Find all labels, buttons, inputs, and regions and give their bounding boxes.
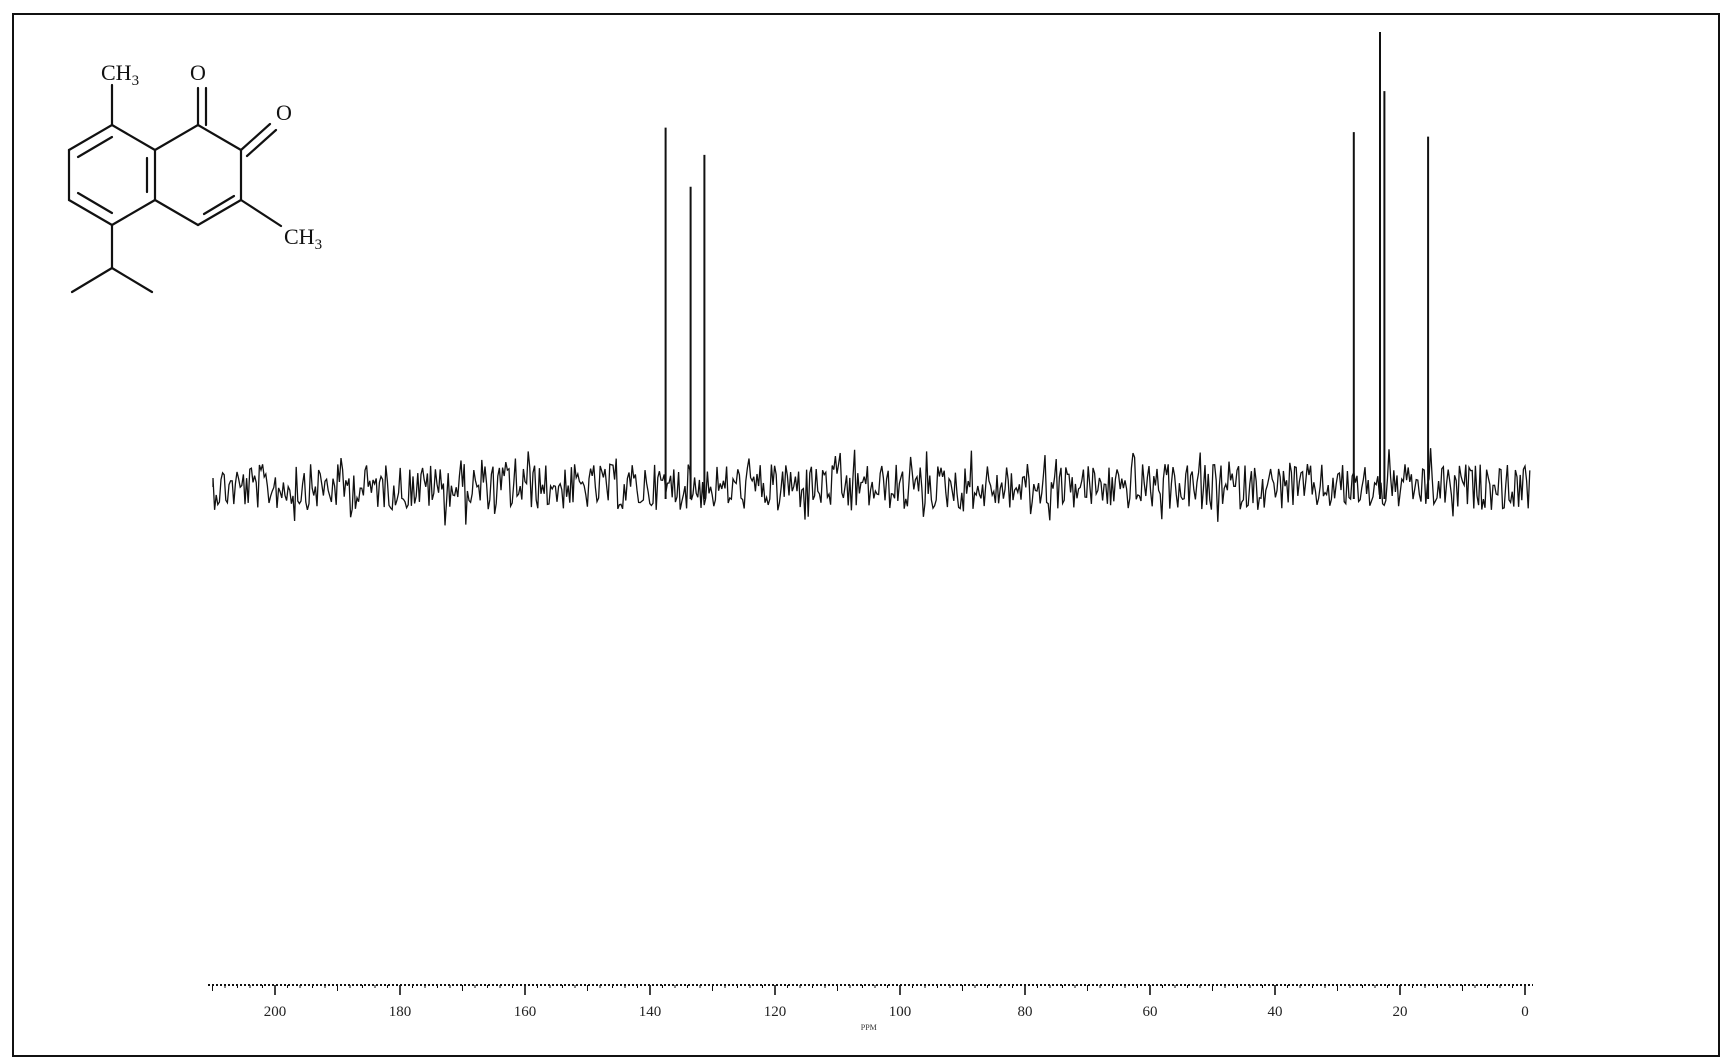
x-tick-label-20: 20 — [1393, 1004, 1408, 1020]
methyl-right-label: CH3 — [284, 224, 322, 253]
x-tick-label-40: 40 — [1268, 1004, 1283, 1020]
molecule-structure — [67, 83, 283, 294]
methyl-top-label: CH3 — [101, 60, 139, 89]
x-tick-label-80: 80 — [1018, 1004, 1033, 1020]
x-tick-label-100: 100 — [889, 1004, 912, 1020]
x-tick-label-180: 180 — [389, 1004, 412, 1020]
baseline-noise-trace — [212, 448, 1531, 526]
x-tick-label-120: 120 — [764, 1004, 787, 1020]
peaks-group — [664, 32, 1430, 499]
oxygen-2-label: O — [276, 100, 292, 125]
figure-frame — [12, 13, 1720, 1057]
x-tick-label-140: 140 — [639, 1004, 662, 1020]
x-axis-unit-label: PPM — [861, 1023, 877, 1032]
x-tick-label-160: 160 — [514, 1004, 537, 1020]
x-tick-label-60: 60 — [1143, 1004, 1158, 1020]
x-axis-ticks: 200 180 160 140 120 100 80 60 40 20 0 — [212, 985, 1529, 1020]
oxygen-1-label: O — [190, 60, 206, 85]
x-tick-label-0: 0 — [1521, 1004, 1529, 1020]
x-tick-label-200: 200 — [264, 1004, 287, 1020]
x-axis: 200 180 160 140 120 100 80 60 40 20 0 PPM — [208, 984, 1533, 1032]
